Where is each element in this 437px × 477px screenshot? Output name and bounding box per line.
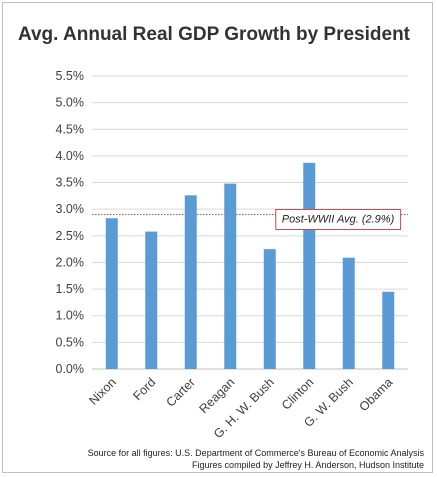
annotation-box bbox=[275, 209, 402, 231]
reference-line-label: Post-WWII Avg. (2.9%) bbox=[282, 214, 395, 226]
bar bbox=[145, 231, 158, 369]
bar bbox=[224, 183, 237, 369]
y-tick-label: 3.5% bbox=[56, 176, 85, 190]
y-tick-label: 4.0% bbox=[56, 149, 85, 163]
y-tick-label: 1.0% bbox=[56, 309, 85, 323]
y-tick-label: 5.5% bbox=[56, 69, 85, 83]
y-axis-ticks: 0.0% 0.5% 1.0% 1.5% 2.0% 2.5% 3.0% 3.5% 4.0% 4.5%… bbox=[56, 69, 85, 376]
chart-title: Avg. Annual Real GDP Growth by President bbox=[18, 24, 411, 45]
y-tick-label: 4.5% bbox=[56, 122, 85, 136]
bars bbox=[105, 162, 395, 369]
x-category-label: Ford bbox=[130, 375, 158, 403]
x-category-label: Carter bbox=[163, 375, 197, 409]
x-category-label: Obama bbox=[356, 375, 395, 414]
x-category-label: Clinton bbox=[279, 375, 316, 412]
y-tick-label: 1.5% bbox=[56, 282, 85, 296]
bar bbox=[263, 249, 276, 369]
y-tick-label: 5.0% bbox=[56, 96, 85, 110]
x-category-label: Nixon bbox=[86, 375, 119, 408]
bar bbox=[382, 291, 395, 369]
y-tick-label: 0.5% bbox=[56, 335, 85, 349]
bar bbox=[303, 162, 316, 369]
y-tick-label: 3.0% bbox=[56, 202, 85, 216]
y-tick-label: 2.5% bbox=[56, 229, 85, 243]
compiled-by-note: Figures compiled by Jeffrey H. Anderson,… bbox=[192, 460, 424, 470]
bar bbox=[342, 257, 355, 369]
y-tick-label: 2.0% bbox=[56, 255, 85, 269]
chart-frame bbox=[2, 2, 433, 473]
bar bbox=[184, 195, 197, 369]
reference-annotation: Post-WWII Avg. (2.9%) bbox=[275, 209, 402, 231]
source-note: Source for all figures: U.S. Department … bbox=[88, 448, 425, 458]
y-tick-label: 0.0% bbox=[56, 362, 85, 376]
bar bbox=[105, 218, 118, 369]
